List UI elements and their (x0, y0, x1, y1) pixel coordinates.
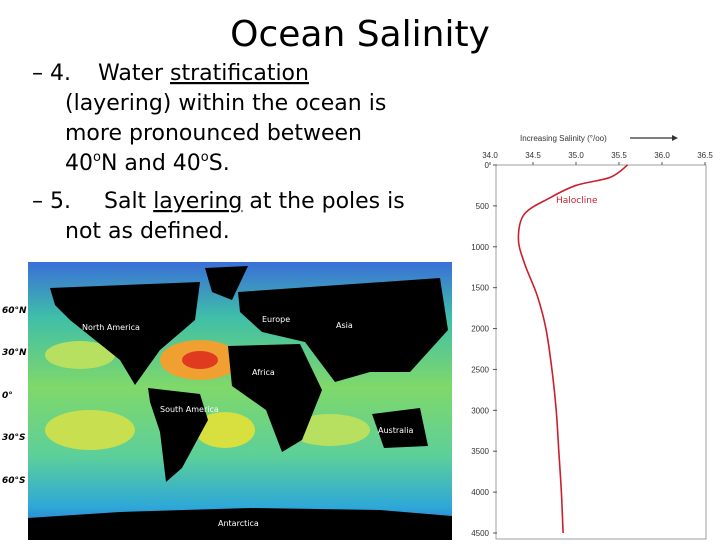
text: Salt (104, 189, 153, 214)
y-tick-label: 3000 (471, 406, 489, 415)
x-tick-label: 34.0 (482, 151, 498, 160)
y-tick-label: 1500 (471, 284, 489, 293)
y-tick-label: 0 (485, 161, 490, 170)
x-tick-label: 35.0 (568, 151, 584, 160)
region-label: Africa (252, 368, 275, 377)
x-tick-label: 36.5 (697, 151, 713, 160)
lat-label: 60°S (2, 476, 26, 486)
x-tick-label: 34.5 (525, 151, 541, 160)
region-label: Antarctica (218, 519, 259, 528)
high-salinity (45, 410, 135, 450)
region-label: North America (82, 323, 140, 332)
text: at the poles is (242, 189, 404, 214)
x-tick-label: 35.5 (611, 151, 627, 160)
y-tick-label: 2000 (471, 325, 489, 334)
region-label: Asia (336, 321, 353, 330)
superscript: o (93, 150, 101, 165)
lat-labels: 60°N 30°N 0° 30°S 60°S (2, 306, 27, 486)
bullet-marker: – 4. (32, 61, 71, 86)
x-tick-label: 36.0 (654, 151, 670, 160)
high-salinity (195, 412, 255, 448)
lat-label: 0° (2, 391, 13, 401)
y-tick-label: 2500 (471, 365, 489, 374)
region-label: South America (160, 405, 219, 414)
lon-labels: 100°W 0° 100°E (103, 530, 383, 540)
arrow-head (672, 135, 678, 141)
lon-label: 100°E (353, 530, 383, 540)
text: N and 40 (101, 151, 201, 176)
region-label: Europe (262, 315, 290, 324)
salinity-map: 60°N 30°N 0° 30°S 60°S 100°W 0° 100°E North Am… (2, 262, 452, 540)
bullet-text: Salt layering at the poles is (104, 189, 405, 214)
lon-label: 0° (240, 530, 251, 540)
underlined: layering (153, 189, 242, 214)
underlined: stratification (170, 61, 309, 86)
superscript: o (201, 150, 209, 165)
title: Ocean Salinity (230, 14, 490, 55)
text: 40 (65, 151, 93, 176)
lat-label: 30°S (2, 433, 26, 443)
continents (28, 266, 452, 540)
bullets: – 4. Water stratification (layering) wit… (32, 61, 405, 244)
annotation: Halocline (556, 196, 598, 206)
y-tick-label: 4000 (471, 488, 489, 497)
y-tick-label: 4500 (471, 529, 489, 538)
text: S. (209, 151, 230, 176)
y-tick-label: 1000 (471, 243, 489, 252)
x-axis-label: Increasing Salinity (°/oo) (520, 134, 607, 143)
plot-frame (495, 164, 707, 540)
bullet-text: not as defined. (65, 219, 230, 244)
bullet-text: Water stratification (98, 61, 309, 86)
bullet-text: 40oN and 40oS. (65, 150, 230, 176)
bullet-text: (layering) within the ocean is (65, 91, 386, 116)
lat-label: 30°N (2, 348, 27, 358)
y-tick-label: 500 (476, 202, 490, 211)
y-tick-label: 3500 (471, 447, 489, 456)
salinity-curve (517, 164, 629, 534)
salinity-profile: Increasing Salinity (°/oo) Halocline 34.… (471, 134, 713, 540)
high-salinity (45, 341, 115, 369)
text: Water (98, 61, 170, 86)
lon-label: 100°W (103, 530, 137, 540)
region-label: Australia (378, 426, 413, 435)
high-salinity (290, 414, 370, 446)
bullet-marker: – 5. (32, 189, 71, 214)
lat-label: 60°N (2, 306, 27, 316)
high-salinity (182, 351, 218, 369)
bullet-text: more pronounced between (65, 121, 362, 146)
